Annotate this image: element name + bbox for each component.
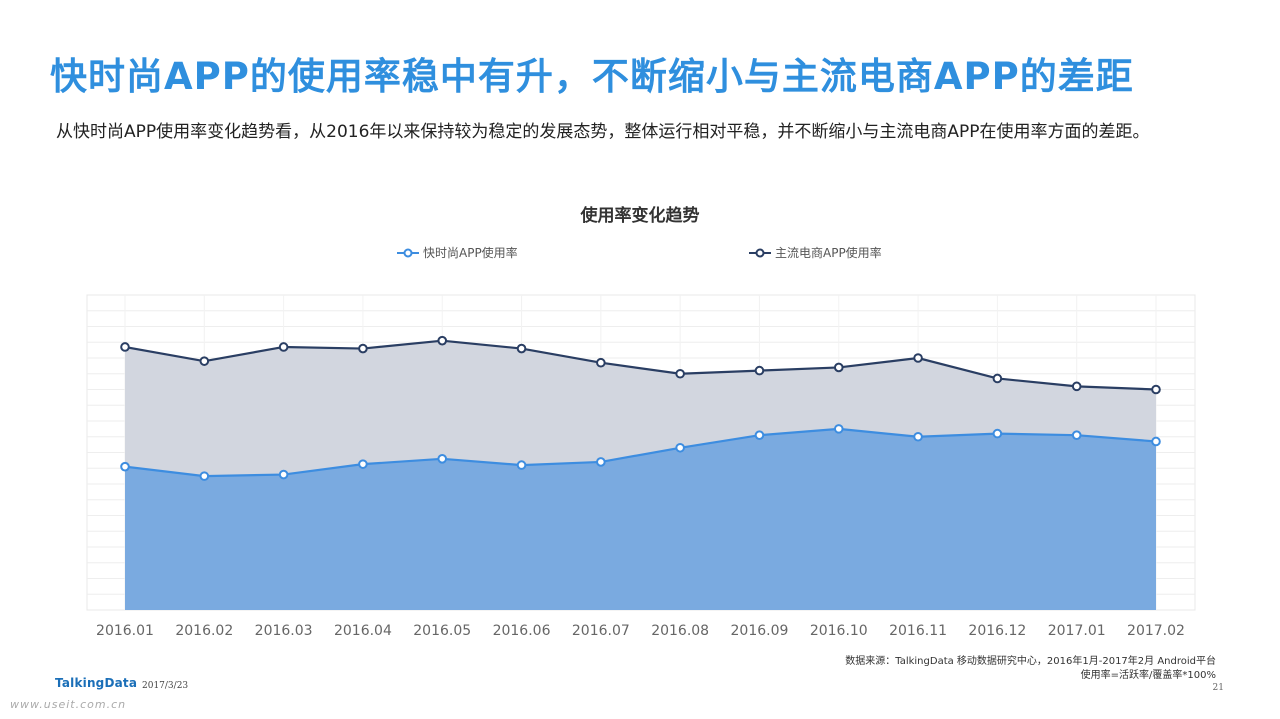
x-tick-label: 2016.11 (889, 623, 947, 639)
data-point-series-0 (754, 430, 765, 440)
x-tick-label: 2016.05 (413, 623, 471, 639)
data-point-series-1 (437, 335, 448, 346)
legend-marker-icon (749, 248, 771, 257)
source-line-2: 使用率=活跃率/覆盖率*100% (1080, 670, 1216, 681)
data-point-series-1 (358, 343, 368, 354)
data-point-series-0 (437, 454, 448, 464)
x-tick-label: 2016.12 (968, 623, 1026, 639)
chart-container: 2016.01 2016.02 2016.03 2016.04 2016.05 2016.… (0, 190, 1280, 650)
page-subtitle: 从快时尚APP使用率变化趋势看，从2016年以来保持较为稳定的发展态势，整体运行… (56, 122, 1150, 142)
data-point-series-0 (1151, 436, 1161, 447)
legend-item-fast-fashion: 快时尚APP使用率 (397, 244, 518, 261)
data-point-series-0 (913, 431, 923, 442)
data-point-series-0 (1071, 430, 1082, 440)
data-point-series-0 (992, 428, 1003, 439)
data-point-series-0 (833, 424, 844, 434)
data-source-note: 数据来源：TalkingData 移动数据研究中心，2016年1月-2017年2… (845, 655, 1216, 683)
data-point-series-0 (675, 442, 685, 453)
legend-item-ecommerce: 主流电商APP使用率 (749, 244, 882, 261)
brand-logo: TalkingData (55, 676, 138, 690)
data-point-series-0 (199, 471, 210, 481)
x-tick-label: 2016.03 (255, 623, 313, 639)
legend-label: 主流电商APP使用率 (775, 246, 882, 260)
line-series-0 (124, 427, 1157, 478)
watermark: www.useit.com.cn (10, 698, 127, 711)
data-point-series-0 (120, 461, 130, 472)
x-tick-label: 2017.01 (1048, 623, 1106, 639)
data-point-series-1 (675, 368, 685, 379)
report-date: 2017/3/23 (142, 681, 189, 691)
x-tick-label: 2016.01 (96, 623, 154, 639)
x-tick-label: 2016.10 (810, 623, 868, 639)
x-tick-label: 2016.08 (651, 623, 709, 639)
data-point-series-0 (358, 459, 368, 469)
data-point-series-0 (516, 460, 527, 470)
x-tick-label: 2016.04 (334, 623, 392, 639)
data-point-series-1 (992, 373, 1003, 384)
data-point-series-1 (199, 356, 210, 366)
data-point-series-1 (1071, 381, 1082, 392)
data-point-series-1 (596, 357, 606, 368)
page-title: 快时尚APP的使用率稳中有升，不断缩小与主流电商APP的差距 (50, 55, 1134, 98)
legend-marker-icon (397, 248, 419, 257)
legend-label: 快时尚APP使用率 (423, 246, 518, 260)
data-point-series-1 (120, 342, 130, 352)
data-point-series-1 (913, 353, 923, 363)
x-tick-label: 2016.06 (493, 623, 551, 639)
x-tick-label: 2017.02 (1127, 623, 1185, 639)
x-tick-label: 2016.09 (731, 623, 789, 639)
data-point-series-0 (596, 457, 606, 467)
source-line-1: 数据来源：TalkingData 移动数据研究中心，2016年1月-2017年2… (845, 656, 1216, 667)
data-point-series-1 (516, 343, 527, 354)
x-tick-label: 2016.07 (572, 623, 630, 639)
data-point-series-0 (278, 469, 289, 480)
data-point-series-1 (754, 365, 765, 376)
line-series-1 (124, 339, 1157, 391)
chart-svg: 2016.01 2016.02 2016.03 2016.04 2016.05 2016.… (86, 294, 1196, 639)
chart-title: 使用率变化趋势 (580, 206, 700, 226)
data-point-series-1 (1151, 384, 1161, 395)
chart-legend: 快时尚APP使用率 主流电商APP使用率 (0, 244, 1280, 264)
data-point-series-1 (833, 362, 844, 373)
area-series-0 (125, 428, 1156, 610)
data-point-series-1 (278, 342, 289, 352)
x-tick-label: 2016.02 (175, 623, 233, 639)
page-number: 21 (1212, 683, 1224, 693)
